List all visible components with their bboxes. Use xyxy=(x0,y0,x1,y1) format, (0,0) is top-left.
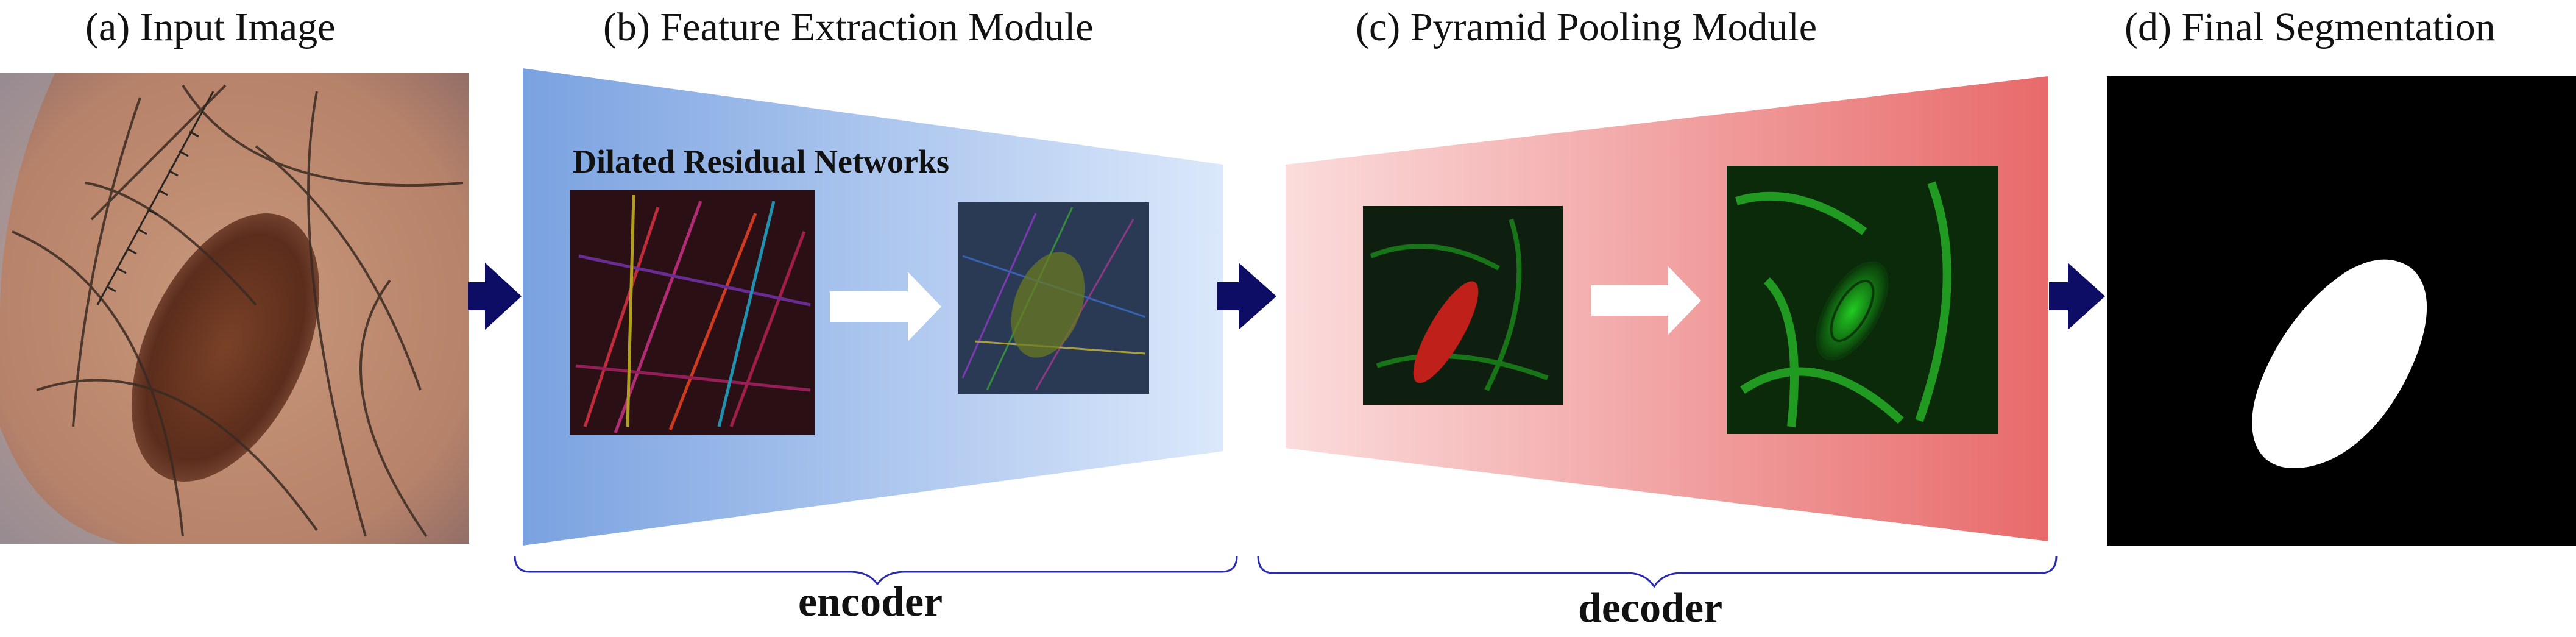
panel-b-title: (b) Feature Extraction Module xyxy=(603,5,1094,49)
feature-map-dilated-2 xyxy=(958,202,1149,394)
decoder-label: decoder xyxy=(1578,585,1723,632)
encoder-label: encoder xyxy=(798,578,943,625)
decoder-brace xyxy=(1257,555,2058,588)
segmentation-mask xyxy=(2107,76,2576,546)
transition-arrow-3 xyxy=(2049,263,2105,330)
feature-map-pyramid-1 xyxy=(1363,206,1563,405)
panel-c-title: (c) Pyramid Pooling Module xyxy=(1356,5,1817,49)
panel-d-title: (d) Final Segmentation xyxy=(2125,5,2496,49)
input-image xyxy=(0,73,469,544)
encoder-internal-arrow xyxy=(830,272,941,341)
transition-arrow-2 xyxy=(1217,263,1276,330)
encoder-brace xyxy=(514,555,1238,586)
transition-arrow-1 xyxy=(468,263,522,330)
feature-map-pyramid-2 xyxy=(1727,166,1998,434)
dilated-residual-networks-label: Dilated Residual Networks xyxy=(573,143,949,180)
panel-a-title: (a) Input Image xyxy=(85,5,336,49)
decoder-internal-arrow xyxy=(1591,266,1701,335)
feature-map-dilated-1 xyxy=(570,190,815,435)
